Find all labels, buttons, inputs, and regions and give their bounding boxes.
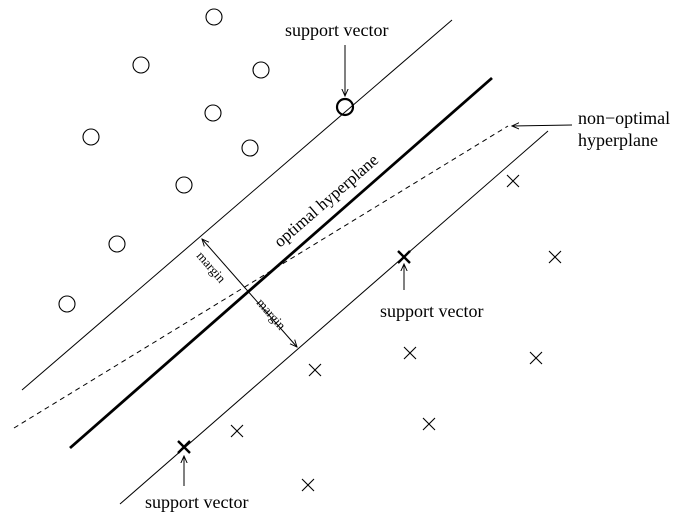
support-vector-label-top: support vector (285, 20, 388, 40)
non-optimal-label-line1: non−optimal (578, 108, 670, 128)
circle-point (82, 128, 100, 146)
cross-point (548, 250, 562, 264)
cross-class-points (230, 174, 562, 492)
optimal-hyperplane-label: optimal hyperplane (270, 150, 382, 251)
optimal-hyperplane-line (69, 76, 493, 450)
cross-point (230, 424, 244, 438)
cross-point (308, 363, 322, 377)
margin-arrow-lower (245, 288, 297, 347)
circle-point (241, 139, 259, 157)
non-optimal-label-line2: hyperplane (578, 130, 658, 150)
circle-point (204, 104, 222, 122)
cross-point (506, 174, 520, 188)
support-vector-circle (335, 97, 355, 117)
circle-point (132, 56, 150, 74)
cross-point (422, 417, 436, 431)
support-vector-label-mid: support vector (380, 301, 483, 321)
circle-class-points (58, 8, 270, 313)
margin-label-upper: margin (194, 248, 230, 286)
cross-point (529, 351, 543, 365)
cross-point (301, 478, 315, 492)
cross-point (403, 346, 417, 360)
circle-point (108, 235, 126, 253)
lower-margin-line (119, 130, 549, 505)
circle-point (252, 61, 270, 79)
non-optimal-hyperplane-line (13, 125, 509, 429)
margin-arrow-upper (202, 239, 247, 290)
support-vector-cross (397, 250, 411, 264)
non-optimal-pointer (512, 125, 573, 126)
circle-point (175, 176, 193, 194)
upper-margin-line (21, 19, 453, 391)
support-vector-label-bottom: support vector (145, 492, 248, 512)
support-vector-cross (177, 440, 191, 454)
circle-point (205, 8, 223, 26)
margin-label-lower: margin (254, 295, 290, 333)
circle-point (58, 295, 76, 313)
